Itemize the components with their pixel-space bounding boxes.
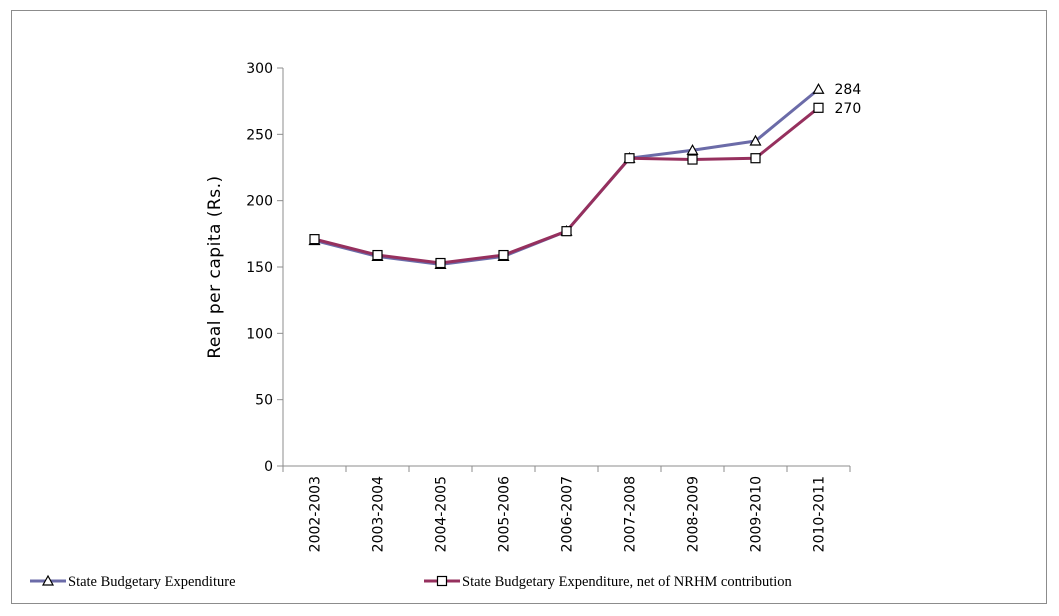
legend: State Budgetary Expenditure State Budgeta… — [30, 574, 793, 590]
data-point — [687, 154, 698, 165]
data-point — [561, 226, 572, 237]
y-tick-label: 0 — [264, 459, 273, 475]
data-point — [309, 234, 320, 245]
data-point — [812, 82, 825, 94]
y-tick-label: 50 — [255, 393, 273, 409]
y-tick-label: 300 — [246, 61, 273, 77]
x-tick-label: 2002-2003 — [308, 476, 324, 552]
data-point — [686, 144, 699, 155]
x-tick-label: 2009-2010 — [749, 476, 765, 552]
data-point — [372, 249, 383, 261]
legend-label: State Budgetary Expenditure, net of NRHM… — [462, 574, 793, 590]
data-point — [435, 257, 446, 269]
series-markers-1 — [309, 102, 824, 269]
data-point — [498, 249, 509, 261]
x-tick-label: 2004-2005 — [434, 476, 450, 552]
data-point — [813, 102, 824, 113]
y-tick-label: 250 — [246, 127, 273, 143]
x-tick-label: 2003-2004 — [371, 476, 387, 552]
chart-frame — [11, 10, 1047, 604]
legend-marker — [436, 575, 448, 587]
legend-item: State Budgetary Expenditure, net of NRHM… — [424, 574, 793, 590]
x-tick-label: 2008-2009 — [686, 476, 702, 552]
y-tick-label: 150 — [246, 260, 273, 276]
y-axis: 0 50 100 150 200 250 300 — [246, 61, 284, 475]
series-line-1 — [314, 106, 820, 265]
series-1 — [314, 106, 820, 265]
data-point — [750, 153, 761, 164]
series-layer — [308, 82, 825, 269]
legend-marker — [41, 574, 55, 586]
y-axis-title: Real per capita (Rs.) — [205, 175, 225, 358]
legend-label: State Budgetary Expenditure — [68, 574, 236, 590]
y-tick-label: 200 — [246, 194, 273, 210]
x-tick-label: 2010-2011 — [812, 476, 828, 552]
series-markers-0 — [308, 82, 825, 269]
x-tick-label: 2006-2007 — [560, 476, 576, 552]
y-tick-label: 100 — [246, 326, 273, 342]
x-tick-label: 2007-2008 — [623, 476, 639, 552]
series-0 — [314, 88, 820, 266]
series-line-0 — [314, 88, 820, 266]
data-point — [749, 134, 762, 146]
data-label: 284 — [835, 82, 862, 98]
x-axis: 2002-2003 2003-2004 2004-2005 2005-2006 2006… — [282, 465, 851, 552]
data-label: 270 — [835, 101, 862, 117]
legend-item: State Budgetary Expenditure — [30, 574, 236, 590]
x-tick-label: 2005-2006 — [497, 476, 513, 552]
data-point — [624, 153, 635, 164]
